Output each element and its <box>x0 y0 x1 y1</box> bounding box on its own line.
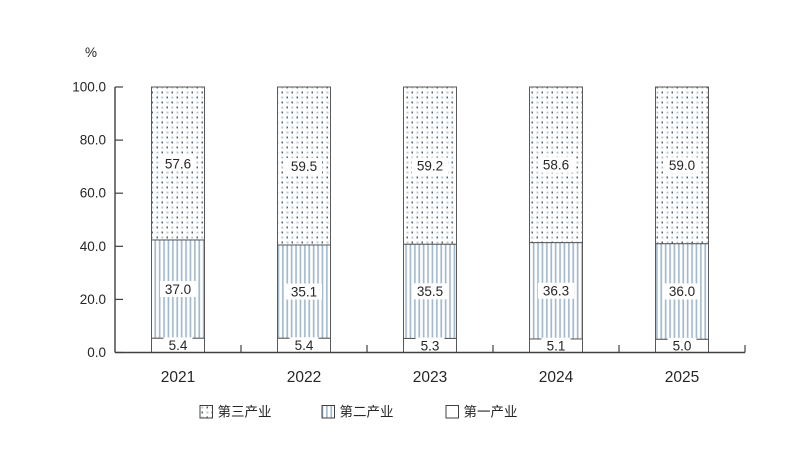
data-label-bg <box>541 337 571 354</box>
data-label: 59.5 <box>291 159 317 174</box>
data-label-bg <box>163 337 193 354</box>
data-label: 59.2 <box>417 158 443 173</box>
x-category-label: 2025 <box>665 369 699 386</box>
legend-label: 第一产业 <box>464 403 518 419</box>
y-tick-label: 100.0 <box>72 80 106 95</box>
axis-lines <box>114 87 746 354</box>
data-label-bg <box>667 337 697 354</box>
data-label-bg <box>538 156 574 173</box>
data-label-bg <box>160 281 196 298</box>
data-label: 57.6 <box>165 156 191 171</box>
y-axis-ticks: 0.0 20.0 40.0 60.0 80.0 100.0 <box>72 80 123 360</box>
data-label-bg <box>664 157 700 174</box>
data-label-bg <box>415 337 445 354</box>
data-label: 36.0 <box>669 284 695 299</box>
y-tick-label: 80.0 <box>80 133 106 148</box>
legend-swatch <box>445 405 459 419</box>
legend-label: 第二产业 <box>340 403 394 419</box>
x-category-label: 2023 <box>413 369 447 386</box>
data-label: 35.5 <box>417 284 443 299</box>
legend-label: 第三产业 <box>218 403 272 419</box>
category-labels: 2021 2022 2023 2024 2025 <box>161 369 699 386</box>
data-label: 58.6 <box>543 158 569 173</box>
legend-item: 第二产业 <box>321 403 394 419</box>
data-label: 5.0 <box>673 339 692 354</box>
data-label: 37.0 <box>165 282 191 297</box>
y-tick-label: 20.0 <box>80 292 106 307</box>
x-category-label: 2022 <box>287 369 321 386</box>
data-label: 35.1 <box>291 284 317 299</box>
y-tick-label: 60.0 <box>80 186 106 201</box>
y-axis-unit-label: % <box>85 45 97 60</box>
data-label: 5.1 <box>547 339 566 354</box>
data-label-bg <box>412 283 448 300</box>
data-label-bg <box>286 157 322 174</box>
y-tick-label: 40.0 <box>80 239 106 254</box>
data-label-bg <box>412 157 448 174</box>
data-label: 5.4 <box>295 338 314 353</box>
x-category-label: 2021 <box>161 369 195 386</box>
legend-swatch <box>199 405 213 419</box>
data-label-bg <box>286 283 322 300</box>
data-label-bg <box>538 282 574 299</box>
data-label: 5.4 <box>169 338 188 353</box>
legend-item: 第一产业 <box>445 403 518 419</box>
data-label-bg <box>160 155 196 172</box>
bars-group: 5.4 37.0 57.6 5.4 35.1 59.5 5.3 35.5 59.2 5.1 36.3… <box>151 86 709 354</box>
data-label: 5.3 <box>421 338 440 353</box>
legend-item: 第三产业 <box>199 403 272 419</box>
data-label: 36.3 <box>543 284 569 299</box>
data-label-bg <box>664 283 700 300</box>
x-category-label: 2024 <box>539 369 574 386</box>
legend: 第三产业 第二产业 第一产业 <box>199 403 518 419</box>
data-label: 59.0 <box>669 158 695 173</box>
data-label-bg <box>289 337 319 354</box>
legend-swatch <box>321 405 335 419</box>
y-tick-label: 0.0 <box>87 345 106 360</box>
